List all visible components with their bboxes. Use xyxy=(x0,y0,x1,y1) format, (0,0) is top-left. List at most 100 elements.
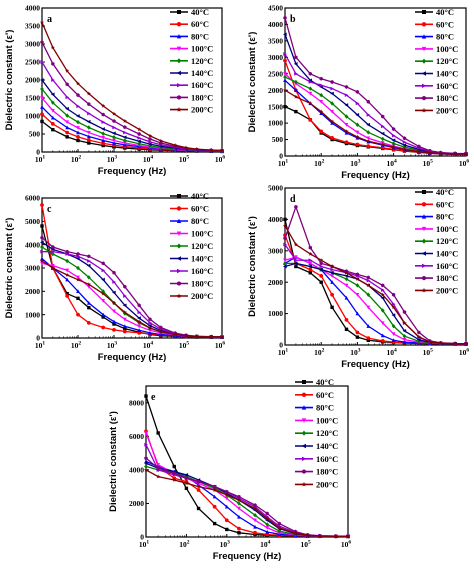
data-point xyxy=(282,264,287,269)
data-point xyxy=(355,142,360,147)
data-point xyxy=(265,516,270,521)
data-point xyxy=(137,139,141,144)
data-point xyxy=(381,114,385,119)
data-point xyxy=(236,497,242,502)
data-point xyxy=(294,88,298,92)
data-point xyxy=(438,151,443,156)
data-point xyxy=(212,521,217,526)
data-point xyxy=(402,337,407,342)
data-point xyxy=(65,277,70,282)
legend-marker xyxy=(177,194,181,198)
data-point xyxy=(112,140,116,145)
data-point xyxy=(330,267,335,272)
data-point xyxy=(344,140,349,145)
y-tick-label: 5000 xyxy=(268,184,283,193)
legend-marker xyxy=(421,71,426,76)
data-point xyxy=(51,127,55,132)
data-point xyxy=(283,104,287,109)
data-point xyxy=(76,138,80,143)
data-point xyxy=(147,323,152,328)
data-point xyxy=(366,275,370,280)
x-tick-label: 105 xyxy=(179,341,190,351)
data-point xyxy=(101,291,106,296)
legend-entry: 180°C xyxy=(436,273,458,283)
data-point xyxy=(137,316,141,321)
data-point xyxy=(237,494,241,499)
data-point xyxy=(111,300,117,305)
legend-entry: 200°C xyxy=(191,291,213,301)
legend-marker xyxy=(422,190,426,194)
data-point xyxy=(137,324,142,329)
data-point xyxy=(39,258,45,263)
panel-label: c xyxy=(47,204,52,215)
data-point xyxy=(355,134,360,139)
y-tick-label: 4000 xyxy=(25,4,40,13)
x-tick-label: 106 xyxy=(341,540,352,550)
data-point xyxy=(294,109,298,114)
y-axis-label: Dielectric constant (ε') xyxy=(108,411,119,512)
x-tick-label: 101 xyxy=(35,341,46,351)
data-point xyxy=(308,271,313,275)
data-point xyxy=(65,135,69,139)
legend-entry: 160°C xyxy=(191,266,213,276)
data-point xyxy=(333,534,338,538)
data-point xyxy=(391,313,396,318)
data-point xyxy=(380,339,385,343)
legend: 40°C 60°C 80°C 100°C 120°C 140°C 160°C 180°C 200… xyxy=(415,7,458,115)
data-point xyxy=(319,109,324,114)
data-point xyxy=(330,280,334,284)
y-tick-label: 500 xyxy=(29,130,41,139)
data-point xyxy=(101,298,106,303)
data-point xyxy=(76,104,81,109)
data-point xyxy=(265,529,270,534)
data-point xyxy=(86,134,91,139)
data-point xyxy=(380,142,385,147)
data-point xyxy=(380,292,385,297)
data-point xyxy=(282,223,288,228)
data-point xyxy=(283,58,287,63)
data-point xyxy=(319,274,324,278)
data-point xyxy=(330,101,334,106)
data-point xyxy=(380,136,385,142)
data-point xyxy=(344,129,349,134)
data-point xyxy=(283,78,287,83)
data-point xyxy=(402,143,407,148)
data-point xyxy=(137,328,142,332)
y-axis-label: Dielectric constant (ε') xyxy=(4,218,15,319)
legend-entry: 100°C xyxy=(191,44,213,54)
x-tick-label: 103 xyxy=(107,155,118,165)
data-point xyxy=(65,268,70,273)
data-point xyxy=(137,303,141,308)
data-point xyxy=(40,256,44,261)
data-point xyxy=(112,309,116,314)
legend-marker xyxy=(421,251,426,256)
data-point xyxy=(344,283,349,288)
data-point xyxy=(330,292,334,297)
y-tick-label: 1000 xyxy=(25,112,40,121)
data-point xyxy=(283,217,287,222)
x-tick-label: 101 xyxy=(139,540,150,550)
data-point xyxy=(293,62,298,66)
legend-marker xyxy=(177,281,181,286)
data-point xyxy=(40,96,44,101)
data-point xyxy=(355,130,360,135)
data-point xyxy=(344,84,349,89)
legend-marker xyxy=(421,202,427,207)
data-point xyxy=(381,283,385,288)
legend-marker xyxy=(302,380,306,384)
legend-entry: 200°C xyxy=(191,105,213,115)
x-tick-label: 105 xyxy=(179,155,190,165)
legend-marker xyxy=(422,263,427,268)
data-point xyxy=(305,533,310,538)
data-point xyxy=(283,242,288,247)
legend-marker xyxy=(176,107,182,112)
data-point xyxy=(144,431,148,436)
y-tick-label: 5000 xyxy=(25,217,40,226)
series-8 xyxy=(39,20,225,153)
legend-entry: 40°C xyxy=(436,187,454,197)
legend-entry: 80°C xyxy=(316,403,334,413)
y-tick-label: 0 xyxy=(140,533,144,542)
data-point xyxy=(76,312,80,317)
series-8 xyxy=(39,258,225,339)
y-tick-label: 2000 xyxy=(25,287,40,296)
